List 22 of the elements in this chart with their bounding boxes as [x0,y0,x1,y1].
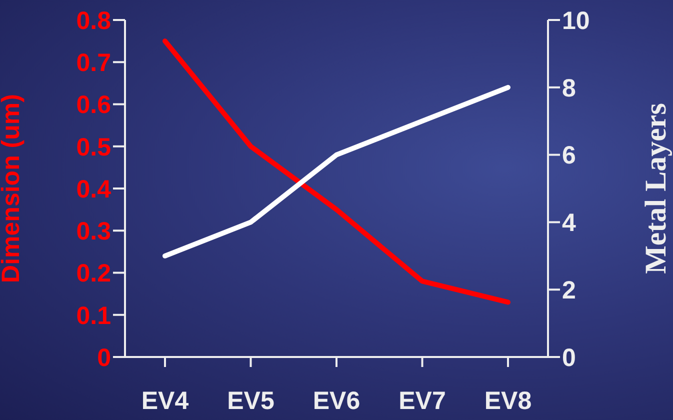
y-tick-label: 0.3 [76,218,111,246]
y-tick-label: 0.5 [76,133,112,162]
y2-tick-label: 0 [562,344,576,372]
y-tick-label: 0.7 [76,49,111,77]
x-tick-label: EV8 [484,386,532,415]
x-tick-label: EV4 [141,386,189,415]
x-tick-label: EV6 [312,386,360,415]
y2-axis-title: Metal Layers [640,103,673,274]
x-tick-label: EV5 [227,386,274,415]
y-tick-label: 0.4 [76,175,112,204]
y-axis-title: Dimension (um) [0,94,25,283]
y2-tick-label: 8 [562,74,576,102]
y-tick-label: 0.1 [76,302,112,330]
y2-tick-label: 2 [562,276,576,304]
y-tick-label: 0.2 [76,260,111,288]
y2-tick-label: 10 [562,6,590,35]
y-tick-label: 0.6 [76,91,111,120]
y-tick-label: 0.8 [76,6,112,35]
y2-tick-label: 6 [562,142,576,170]
y-tick-label: 0 [97,344,111,372]
x-tick-label: EV7 [398,386,446,415]
y2-tick-label: 4 [562,209,576,238]
